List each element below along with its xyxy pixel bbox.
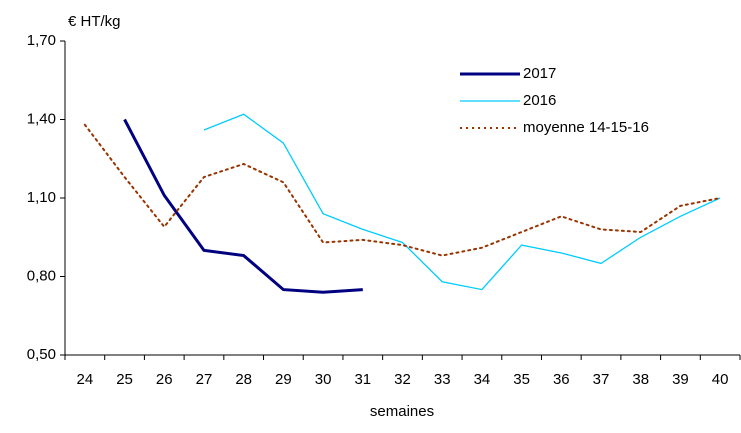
legend-label: 2017: [523, 65, 556, 82]
x-tick-label: 24: [77, 371, 94, 388]
x-tick-label: 27: [196, 371, 213, 388]
series-line: [123, 118, 363, 294]
series-line: [83, 123, 722, 257]
x-tick-label: 33: [434, 371, 451, 388]
legend-label: moyenne 14-15-16: [523, 119, 649, 136]
x-tick-label: 28: [235, 371, 252, 388]
x-tick-label: 39: [672, 371, 689, 388]
x-tick-label: 40: [712, 371, 729, 388]
x-tick-label: 35: [513, 371, 530, 388]
y-tick-label: 1,10: [27, 189, 56, 206]
y-tick-label: 1,40: [27, 110, 56, 127]
x-tick-label: 38: [632, 371, 649, 388]
series-line: [203, 113, 721, 291]
y-axis-label: € HT/kg: [68, 13, 121, 30]
y-tick-label: 0,80: [27, 267, 56, 284]
x-axis-label: semaines: [370, 403, 434, 420]
x-tick-label: 31: [354, 371, 371, 388]
x-tick-label: 32: [394, 371, 411, 388]
x-tick-label: 25: [116, 371, 133, 388]
x-tick-label: 29: [275, 371, 292, 388]
y-tick-label: 1,70: [27, 32, 56, 49]
x-tick-label: 34: [474, 371, 491, 388]
x-tick-label: 36: [553, 371, 570, 388]
x-tick-label: 30: [315, 371, 332, 388]
y-tick-label: 0,50: [27, 346, 56, 363]
x-tick-label: 26: [156, 371, 173, 388]
legend-label: 2016: [523, 92, 556, 109]
x-tick-label: 37: [593, 371, 610, 388]
